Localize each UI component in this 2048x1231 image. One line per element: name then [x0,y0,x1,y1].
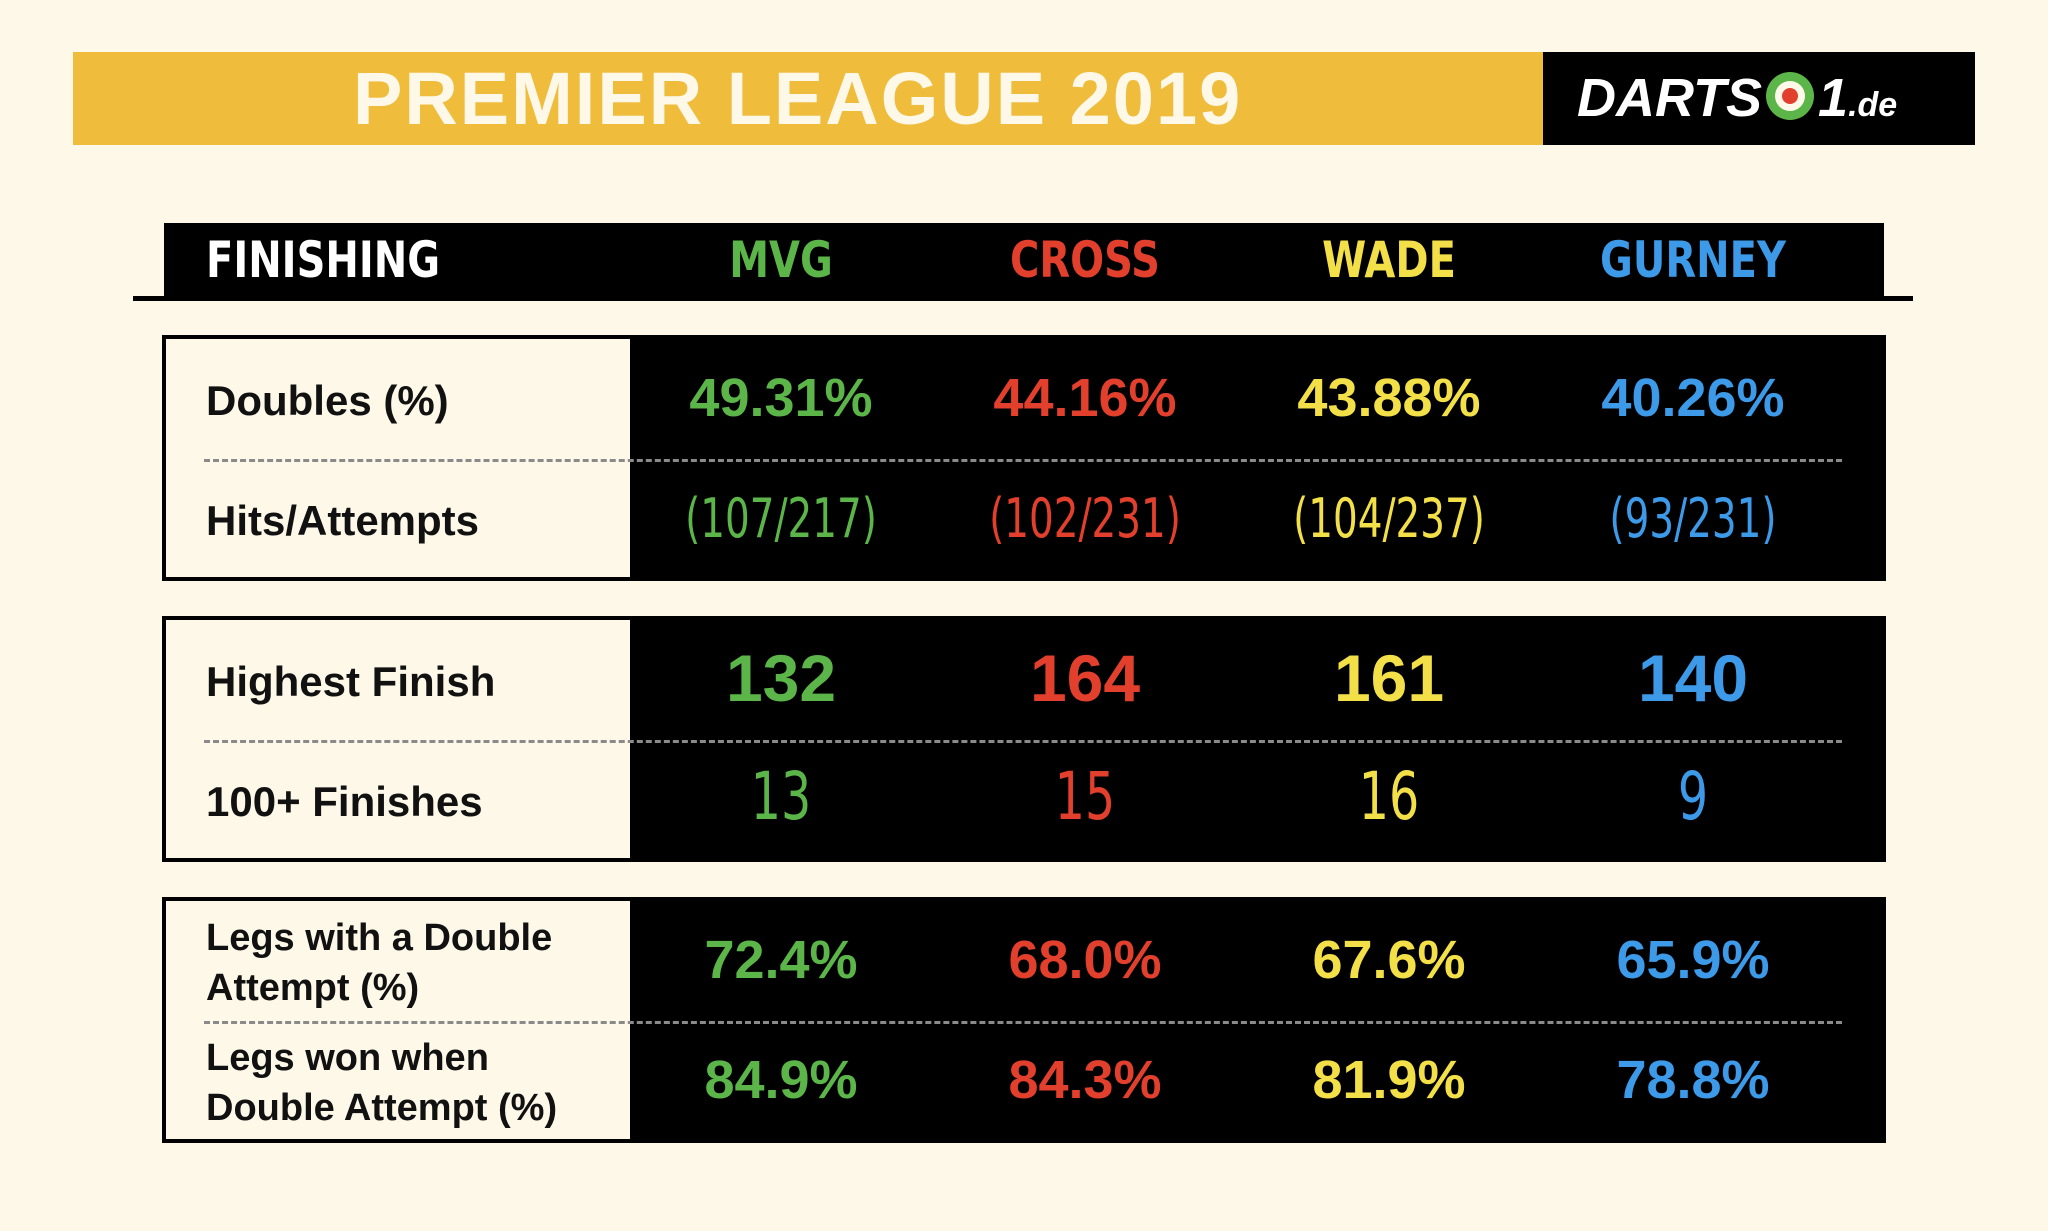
row-separator [204,1021,1842,1024]
row-separator [204,459,1842,462]
value-legs-attempt-mvg: 72.4% [704,930,858,990]
value-doubles-cross: 44.16% [993,368,1177,428]
value-100plus-wade: 16 [1358,758,1420,835]
logo-text-tld: .de [1848,86,1898,124]
value-hits-cross: (102/231) [989,487,1181,550]
row-label-doubles: Doubles (%) [206,377,449,424]
header-underline [133,296,1913,301]
panel-label-area: Highest Finish 100+ Finishes [166,620,630,858]
title-banner: PREMIER LEAGUE 2019 [73,52,1543,145]
value-100plus-mvg: 13 [750,758,812,835]
value-hits-gurney: (93/231) [1609,487,1777,550]
table-header: FINISHING MVG CROSS WADE GURNEY [164,223,1884,298]
value-highest-wade: 161 [1333,641,1445,715]
value-hits-mvg: (107/217) [685,487,877,550]
value-legs-attempt-cross: 68.0% [1008,930,1162,990]
value-highest-cross: 164 [1029,641,1141,715]
panel-label-area: Doubles (%) Hits/Attempts [166,339,630,577]
logo-text-mid: 1 [1818,68,1849,128]
row-label-100-finishes: 100+ Finishes [206,778,483,825]
value-doubles-wade: 43.88% [1297,368,1481,428]
value-legs-won-cross: 84.3% [1008,1050,1162,1110]
column-header-wade: WADE [1322,231,1456,289]
value-doubles-mvg: 49.31% [689,368,873,428]
doubles-panel: Doubles (%) Hits/Attempts 49.31% 44.16% … [162,335,1886,581]
value-100plus-gurney: 9 [1677,758,1709,835]
page-title: PREMIER LEAGUE 2019 [353,57,1243,140]
row-label-highest-finish: Highest Finish [206,658,496,705]
dartboard-icon [1766,72,1815,120]
row-label-hits-attempts: Hits/Attempts [206,497,480,544]
value-100plus-cross: 15 [1054,758,1116,835]
row-label-legs-won: Legs won when Double Attempt (%) [206,1037,558,1129]
legs-panel: Legs with a Double Attempt (%) Legs won … [162,897,1886,1143]
value-legs-won-mvg: 84.9% [704,1050,858,1110]
value-legs-won-gurney: 78.8% [1616,1050,1770,1110]
value-highest-gurney: 140 [1637,641,1749,715]
value-hits-wade: (104/237) [1293,487,1485,550]
darts1-logo: DARTS 1.de [1577,52,1897,145]
logo-text-left: DARTS [1577,68,1763,128]
section-label: FINISHING [206,231,441,289]
column-header-cross: CROSS [1010,231,1160,289]
column-header-mvg: MVG [729,231,833,289]
value-doubles-gurney: 40.26% [1601,368,1785,428]
value-legs-attempt-wade: 67.6% [1312,930,1466,990]
finishes-panel: Highest Finish 100+ Finishes 132 164 161… [162,616,1886,862]
value-legs-won-wade: 81.9% [1312,1050,1466,1110]
value-legs-attempt-gurney: 65.9% [1616,930,1770,990]
row-label-legs-double-attempt: Legs with a Double Attempt (%) [206,917,553,1009]
row-separator [204,740,1842,743]
column-header-gurney: GURNEY [1600,231,1786,289]
logo-box: DARTS 1.de [1543,52,1975,145]
value-highest-mvg: 132 [725,641,837,715]
panel-label-area: Legs with a Double Attempt (%) Legs won … [166,901,630,1139]
